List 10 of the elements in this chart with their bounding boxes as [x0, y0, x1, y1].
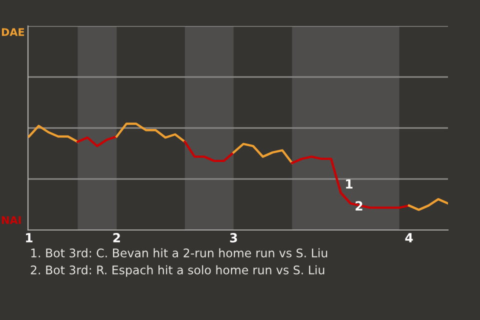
x-tick-label: 4 [405, 233, 413, 242]
text: DAE [2, 28, 24, 36]
x-tick-label: 3 [230, 233, 237, 242]
annotation: 2 [356, 201, 362, 210]
x-tick-label: 1 [26, 233, 32, 242]
annotation: 1 [346, 179, 352, 188]
text: NAI [2, 216, 21, 224]
text: 2. Bot 3rd: R. Espach hit a solo home run vs S. Liu [30, 265, 324, 277]
x-tick-label: 2 [113, 233, 120, 242]
text: 1. Bot 3rd: C. Bevan hit a 2-run home run vs S. Liu [31, 248, 328, 258]
